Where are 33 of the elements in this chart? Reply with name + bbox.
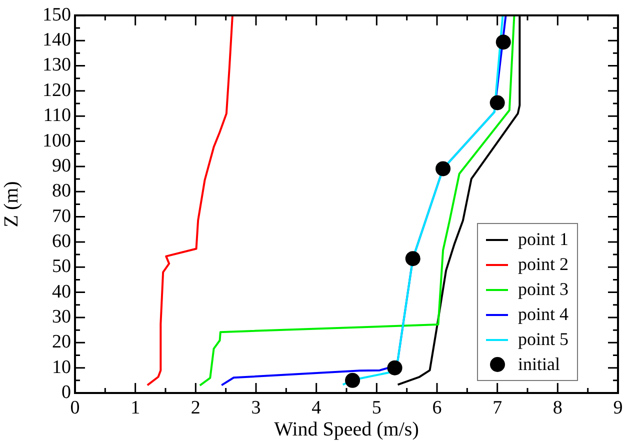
legend-label: initial xyxy=(518,353,560,376)
x-tick-label: 7 xyxy=(492,397,502,418)
y-tick-label: 40 xyxy=(52,281,71,302)
x-tick-label: 5 xyxy=(372,397,382,418)
y-tick-label: 10 xyxy=(52,356,71,378)
y-tick-label: 70 xyxy=(52,206,71,227)
y-tick-label: 30 xyxy=(52,306,71,328)
x-tick-label: 8 xyxy=(552,397,562,418)
y-tick-label: 100 xyxy=(42,130,71,152)
legend-label: point 2 xyxy=(518,253,569,276)
y-tick-label: 150 xyxy=(42,4,71,26)
y-tick-label: 120 xyxy=(42,80,71,101)
legend-label: point 1 xyxy=(518,228,569,251)
y-tick-label: 130 xyxy=(42,54,71,76)
legend-label: point 3 xyxy=(518,278,569,301)
x-tick-label: 4 xyxy=(312,397,322,418)
y-tick-label: 110 xyxy=(43,105,71,126)
y-tick-label: 60 xyxy=(52,230,71,252)
x-tick-label: 6 xyxy=(432,397,442,418)
y-tick-label: 80 xyxy=(52,180,71,202)
legend-label: point 5 xyxy=(518,328,569,351)
x-tick-label: 9 xyxy=(613,397,623,418)
x-axis-title: Wind Speed (m/s) xyxy=(274,418,419,440)
y-tick-label: 90 xyxy=(52,155,71,176)
x-tick-label: 2 xyxy=(190,397,200,418)
legend-label: point 4 xyxy=(518,303,569,326)
y-tick-label: 50 xyxy=(52,256,71,278)
y-axis-title: Z (m) xyxy=(0,181,22,228)
y-tick-label: 0 xyxy=(62,382,71,403)
y-tick-label: 20 xyxy=(52,332,71,353)
x-tick-label: 1 xyxy=(130,397,140,418)
x-tick-label: 3 xyxy=(251,397,261,418)
y-tick-label: 140 xyxy=(42,30,71,51)
